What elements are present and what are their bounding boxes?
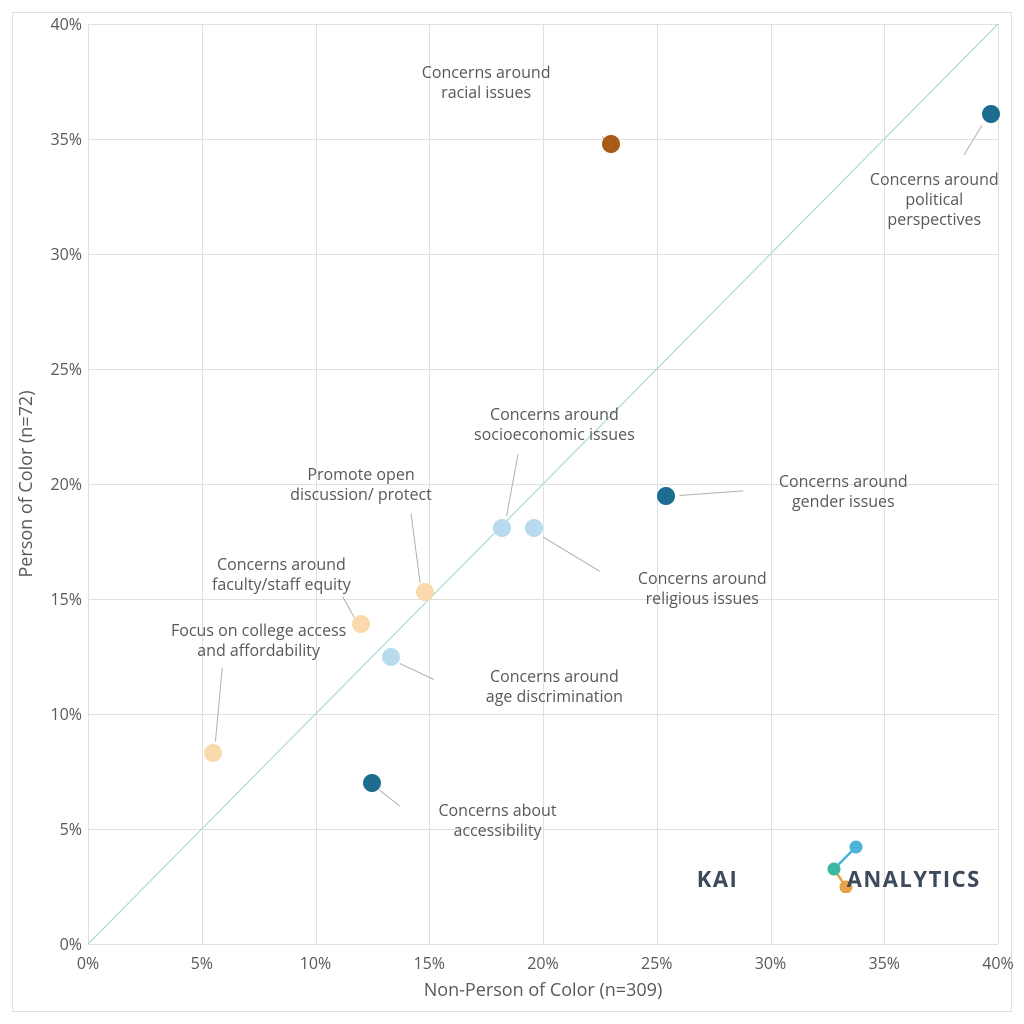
data-point-faculty-equity bbox=[352, 615, 370, 633]
y-tick-label: 15% bbox=[44, 588, 82, 610]
y-tick-label: 5% bbox=[44, 818, 82, 840]
x-tick-label: 15% bbox=[413, 952, 445, 974]
data-point-access-affordability bbox=[204, 744, 222, 762]
gridline-h bbox=[88, 944, 998, 945]
gridline-h bbox=[88, 24, 998, 25]
y-tick-label: 30% bbox=[44, 243, 82, 265]
data-label-open-discussion: Promote opendiscussion/ protect bbox=[290, 464, 432, 504]
x-axis-title: Non-Person of Color (n=309) bbox=[424, 978, 663, 1002]
y-axis-title: Person of Color (n=72) bbox=[14, 390, 38, 577]
data-label-accessibility: Concerns aboutaccessibility bbox=[438, 800, 556, 840]
x-tick-label: 30% bbox=[755, 952, 787, 974]
data-point-accessibility bbox=[363, 774, 381, 792]
gridline-h bbox=[88, 714, 998, 715]
data-label-age-discrimination: Concerns aroundage discrimination bbox=[486, 666, 623, 706]
x-tick-label: 35% bbox=[868, 952, 900, 974]
x-tick-label: 20% bbox=[527, 952, 559, 974]
gridline-h bbox=[88, 599, 998, 600]
gridline-h bbox=[88, 139, 998, 140]
y-tick-label: 20% bbox=[44, 473, 82, 495]
data-label-religious: Concerns aroundreligious issues bbox=[638, 568, 767, 608]
data-label-access-affordability: Focus on college accessand affordability bbox=[171, 620, 346, 660]
data-label-political: Concerns aroundpoliticalperspectives bbox=[870, 169, 999, 229]
x-tick-label: 10% bbox=[300, 952, 332, 974]
y-tick-label: 10% bbox=[44, 703, 82, 725]
logo-text-left: KAI bbox=[697, 864, 739, 894]
data-label-gender: Concerns aroundgender issues bbox=[779, 471, 908, 511]
data-label-racial-issues: Concerns aroundracial issues bbox=[422, 62, 551, 102]
x-tick-label: 0% bbox=[77, 952, 99, 974]
data-point-religious bbox=[525, 519, 543, 537]
data-point-gender bbox=[657, 487, 675, 505]
logo-text-right: ANALYTICS bbox=[847, 864, 981, 894]
y-tick-label: 25% bbox=[44, 358, 82, 380]
y-tick-label: 40% bbox=[44, 13, 82, 35]
data-label-socioeconomic: Concerns aroundsocioeconomic issues bbox=[474, 404, 635, 444]
kai-analytics-logo: KAI ANALYTICS bbox=[729, 843, 949, 893]
x-tick-label: 5% bbox=[191, 952, 213, 974]
gridline-h bbox=[88, 369, 998, 370]
plot-area: Concerns aroundracial issues Concerns aro… bbox=[88, 24, 998, 944]
x-tick-label: 40% bbox=[982, 952, 1014, 974]
data-point-racial-issues bbox=[602, 135, 620, 153]
data-point-socioeconomic bbox=[493, 519, 511, 537]
gridline-h bbox=[88, 254, 998, 255]
data-point-age-discrimination bbox=[382, 648, 400, 666]
data-point-open-discussion bbox=[416, 583, 434, 601]
x-tick-label: 25% bbox=[641, 952, 673, 974]
y-tick-label: 0% bbox=[44, 933, 82, 955]
data-point-political bbox=[982, 105, 1000, 123]
data-label-faculty-equity: Concerns aroundfaculty/staff equity bbox=[212, 554, 351, 594]
gridline-v bbox=[998, 24, 999, 944]
y-tick-label: 35% bbox=[44, 128, 82, 150]
